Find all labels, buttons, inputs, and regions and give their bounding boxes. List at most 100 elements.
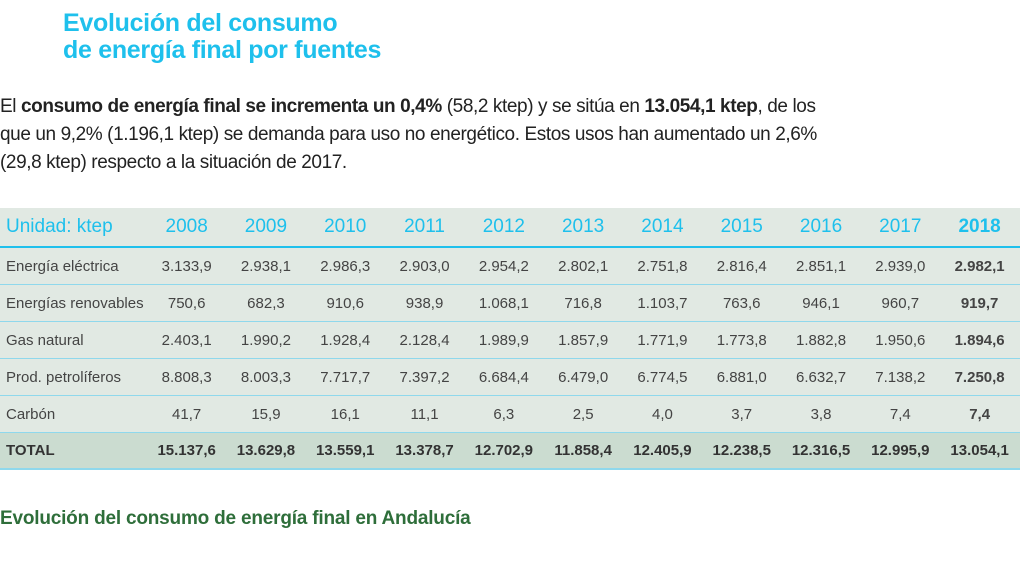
title-line-1: Evolución del consumo (63, 9, 338, 37)
year-header: 2013 (561, 216, 605, 237)
table-cell: 16,1 (330, 405, 360, 423)
table-cell: 2.816,4 (716, 257, 767, 275)
table-cell: 1.773,8 (716, 331, 767, 349)
table-cell: 7.138,2 (875, 368, 926, 386)
table-cell: 716,8 (564, 294, 602, 312)
table-cell: 1.894,6 (954, 331, 1005, 349)
table-cell: 6.774,5 (637, 368, 688, 386)
table-cell: 4,0 (652, 405, 673, 423)
table-cell: 6.684,4 (478, 368, 529, 386)
table-cell: 750,6 (167, 294, 206, 312)
year-header: 2017 (879, 216, 922, 237)
table-cell: 7,4 (889, 405, 911, 423)
intro-text-2: (58,2 ktep) y se sitúa en (441, 96, 645, 117)
table-cell: 2.954,2 (478, 257, 529, 275)
total-cell: 12.995,9 (871, 442, 930, 459)
table-cell: 6.479,0 (558, 368, 609, 386)
total-cell: 11.858,4 (554, 442, 612, 459)
table-cell: 7,4 (969, 405, 991, 423)
total-cell: 13.378,7 (395, 442, 454, 459)
table-cell: 946,1 (802, 294, 840, 312)
table-cell: 1.928,4 (320, 331, 371, 349)
row-label: Energías renovables (6, 294, 144, 312)
unit-label: Unidad: ktep (6, 216, 113, 237)
table-cell: 3.133,9 (161, 257, 212, 275)
table-cell: 7.250,8 (954, 368, 1005, 386)
year-header: 2008 (165, 216, 208, 237)
table-cell: 2,5 (572, 405, 594, 423)
table-cell: 1.068,1 (478, 294, 529, 312)
year-header: 2014 (641, 216, 684, 237)
section-subtitle: Evolución del consumo de energía final e… (0, 508, 471, 529)
total-cell: 12.702,9 (474, 442, 534, 459)
table-row: Prod. petrolíferos 8.808,3 8.003,3 7.717,7 7… (0, 359, 1020, 396)
intro-bold-1: consumo de energía final se incrementa u… (20, 96, 442, 117)
table-cell: 2.751,8 (637, 257, 688, 275)
row-label: Prod. petrolíferos (6, 368, 122, 386)
table-total-row: TOTAL 15.137,6 13.629,8 13.559,1 13.378,… (0, 433, 1020, 470)
year-header: 2012 (482, 216, 525, 237)
table-cell: 1.857,9 (558, 331, 609, 349)
table-cell: 8.003,3 (240, 368, 291, 386)
table-cell: 1.950,6 (875, 331, 926, 349)
table-row: Energías renovables 750,6 682,3 910,6 938,9 1… (0, 285, 1020, 322)
table-cell: 1.990,2 (240, 331, 291, 349)
table-cell: 1.103,7 (637, 294, 688, 312)
table-cell: 919,7 (960, 294, 999, 312)
table-cell: 1.989,9 (478, 331, 529, 349)
table-cell: 2.802,1 (558, 257, 609, 275)
table-cell: 11,1 (410, 405, 439, 423)
table-cell: 6,3 (493, 405, 515, 423)
total-cell: 12.238,5 (712, 442, 771, 459)
table-cell: 3,7 (731, 405, 753, 423)
table-row: Energía eléctrica 3.133,9 2.938,1 2.986,3 2.… (0, 248, 1020, 285)
intro-paragraph: El consumo de energía final se increment… (0, 93, 830, 177)
table-cell: 6.881,0 (716, 368, 767, 386)
table-cell: 1.771,9 (637, 331, 688, 349)
table-cell: 2.938,1 (240, 257, 291, 275)
year-header: 2015 (720, 216, 763, 237)
table-cell: 2.403,1 (161, 331, 212, 349)
table-cell: 1.882,8 (796, 331, 847, 349)
row-label: Gas natural (6, 331, 84, 349)
table-cell: 910,6 (326, 294, 365, 312)
table-row: Gas natural 2.403,1 1.990,2 1.928,4 2.128,4 1… (0, 322, 1020, 359)
total-cell: 12.316,5 (791, 442, 851, 459)
table-cell: 763,6 (722, 294, 761, 312)
table-cell: 682,3 (247, 294, 285, 312)
table-cell: 960,7 (881, 294, 920, 312)
year-header: 2009 (244, 216, 288, 237)
intro-text-1: El (0, 96, 21, 117)
intro-bold-2: 13.054,1 ktep (644, 96, 758, 117)
intro-text-3: , de los que un 9,2% (1.196,1 ktep) se d… (0, 96, 817, 173)
table-cell: 2.128,4 (399, 331, 450, 349)
row-label: Energía eléctrica (6, 257, 119, 275)
table-cell: 8.808,3 (161, 368, 212, 386)
total-cell: 13.559,1 (316, 442, 375, 459)
total-cell: 13.629,8 (236, 442, 296, 459)
table-header-row: Unidad: ktep 2008 2009 2010 2011 2012 20… (0, 208, 1020, 248)
total-cell: 13.054,1 (950, 442, 1009, 459)
year-header: 2011 (404, 216, 445, 237)
table-cell: 2.982,1 (954, 257, 1005, 275)
total-cell: 15.137,6 (157, 442, 216, 459)
title-line-2: de energía final por fuentes (63, 36, 382, 64)
table-cell: 938,9 (405, 294, 444, 312)
energy-table: Unidad: ktep 2008 2009 2010 2011 2012 20… (0, 208, 1020, 470)
total-label: TOTAL (6, 442, 55, 459)
year-header: 2018 (958, 216, 1001, 237)
table-cell: 2.903,0 (399, 257, 450, 275)
year-header: 2016 (799, 216, 843, 237)
table-cell: 3,8 (810, 405, 832, 423)
table-cell: 41,7 (172, 405, 202, 423)
table-row: Carbón 41,7 15,9 16,1 11,1 6,3 2,5 4,0 3,7 3,8 7,4… (0, 396, 1020, 433)
table-cell: 2.851,1 (796, 257, 847, 275)
table-cell: 15,9 (251, 405, 281, 423)
table-cell: 2.939,0 (875, 257, 926, 275)
table-cell: 2.986,3 (320, 257, 371, 275)
year-header: 2010 (324, 216, 367, 237)
total-cell: 12.405,9 (633, 442, 692, 459)
table-cell: 7.397,2 (399, 368, 450, 386)
table-cell: 7.717,7 (320, 368, 371, 386)
page-title: Evolución del consumo de energía final p… (63, 10, 381, 64)
